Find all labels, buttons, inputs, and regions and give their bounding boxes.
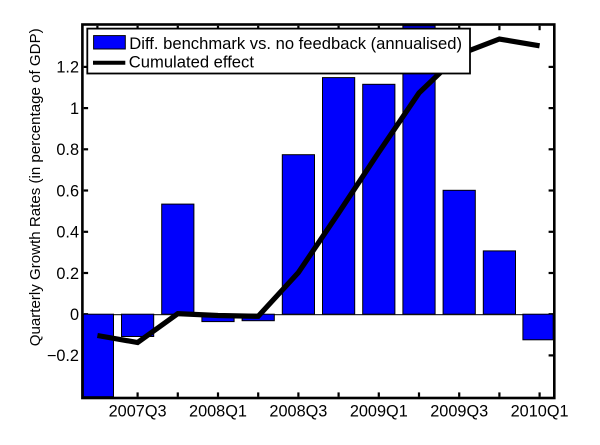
svg-text:2008Q1: 2008Q1 xyxy=(189,403,247,421)
svg-text:Diff. benchmark vs. no feedbac: Diff. benchmark vs. no feedback (annuali… xyxy=(129,34,462,53)
svg-text:0.2: 0.2 xyxy=(56,265,79,283)
svg-text:1: 1 xyxy=(70,100,79,118)
svg-text:2010Q1: 2010Q1 xyxy=(511,403,569,421)
svg-text:−0.2: −0.2 xyxy=(47,347,79,365)
svg-text:Cumulated effect: Cumulated effect xyxy=(129,52,255,71)
svg-text:Quarterly Growth Rates (in per: Quarterly Growth Rates (in percentage of… xyxy=(27,28,44,346)
svg-text:0.4: 0.4 xyxy=(56,224,79,242)
svg-text:2007Q3: 2007Q3 xyxy=(109,403,167,421)
svg-text:1.2: 1.2 xyxy=(56,59,79,77)
svg-text:2008Q3: 2008Q3 xyxy=(269,403,327,421)
svg-text:0.8: 0.8 xyxy=(56,141,79,159)
svg-text:0.6: 0.6 xyxy=(56,182,79,200)
svg-text:2009Q1: 2009Q1 xyxy=(350,403,408,421)
svg-text:0: 0 xyxy=(70,306,79,324)
svg-text:2009Q3: 2009Q3 xyxy=(430,403,488,421)
